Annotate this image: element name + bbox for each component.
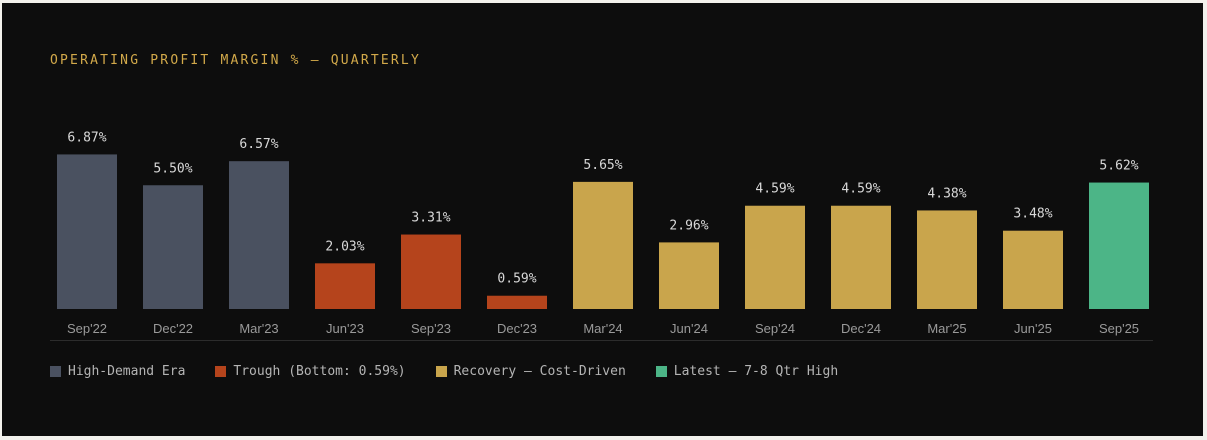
- legend-item: Latest — 7-8 Qtr High: [655, 364, 839, 379]
- bar-sep-24: [745, 205, 805, 309]
- bar-value-label: 6.87%: [67, 130, 106, 145]
- legend-item: Recovery — Cost-Driven: [435, 364, 626, 379]
- legend-item: High-Demand Era: [50, 364, 185, 379]
- x-tick-label: Jun'25: [1014, 321, 1052, 336]
- x-tick-label: Mar'23: [239, 321, 278, 336]
- bar-value-label: 6.57%: [239, 137, 278, 152]
- legend-swatch: [50, 366, 61, 377]
- x-tick-label: Dec'22: [153, 321, 193, 336]
- bar-jun-24: [659, 242, 719, 309]
- bar-value-label: 4.59%: [841, 182, 880, 197]
- legend-label: Latest — 7-8 Qtr High: [673, 364, 839, 379]
- bars-group: [57, 154, 1149, 309]
- legend-label: Trough (Bottom: 0.59%): [233, 364, 406, 379]
- x-tick-label: Dec'23: [497, 321, 537, 336]
- legend-label: Recovery — Cost-Driven: [453, 364, 626, 379]
- x-tick-label: Sep'22: [67, 321, 107, 336]
- bar-sep-25: [1089, 182, 1149, 309]
- x-tick-label: Mar'25: [927, 321, 966, 336]
- bar-value-label: 2.03%: [325, 239, 364, 254]
- x-tick-label: Jun'24: [670, 321, 708, 336]
- bar-value-label: 5.50%: [153, 161, 192, 176]
- bar-jun-25: [1003, 230, 1063, 309]
- bar-value-label: 5.65%: [583, 158, 622, 173]
- bar-value-label: 4.38%: [927, 186, 966, 201]
- x-tick-label: Jun'23: [326, 321, 364, 336]
- bar-value-label: 2.96%: [669, 218, 708, 233]
- legend-item: Trough (Bottom: 0.59%): [215, 364, 406, 379]
- bar-sep-22: [57, 154, 117, 309]
- bar-mar-23: [229, 161, 289, 309]
- bar-dec-23: [487, 295, 547, 309]
- legend-swatch: [215, 366, 227, 377]
- x-tick-label: Sep'23: [411, 321, 451, 336]
- legend-swatch: [435, 366, 447, 377]
- x-tick-label: Mar'24: [583, 321, 622, 336]
- bar-dec-24: [831, 205, 891, 309]
- x-tick-label: Sep'24: [755, 321, 795, 336]
- bar-value-label: 4.59%: [755, 182, 794, 197]
- x-tick-label: Dec'24: [841, 321, 881, 336]
- bar-value-label: 3.48%: [1013, 207, 1052, 222]
- x-tick-labels-group: Sep'22 Dec'22 Mar'23 Jun'23 Sep'23 Dec'23 Mar'…: [67, 321, 1139, 336]
- bar-labels-group: 6.87% 5.50% 6.57% 2.03% 3.31% 0.59% 5.65% 2.96%…: [67, 130, 1138, 286]
- bar-dec-22: [143, 185, 203, 309]
- legend-label: High-Demand Era: [68, 364, 186, 379]
- legend-swatch: [655, 366, 667, 377]
- bar-jun-23: [315, 263, 375, 309]
- x-tick-label: Sep'25: [1099, 321, 1139, 336]
- chart-title: OPERATING PROFIT MARGIN % — QUARTERLY: [50, 53, 421, 68]
- bar-sep-23: [401, 234, 461, 309]
- bar-value-label: 5.62%: [1099, 159, 1138, 174]
- bar-value-label: 0.59%: [497, 272, 536, 287]
- bar-mar-24: [573, 181, 633, 309]
- bar-value-label: 3.31%: [411, 211, 450, 226]
- bar-mar-25: [917, 210, 977, 309]
- legend: High-Demand Era Trough (Bottom: 0.59%) Rec…: [50, 364, 838, 379]
